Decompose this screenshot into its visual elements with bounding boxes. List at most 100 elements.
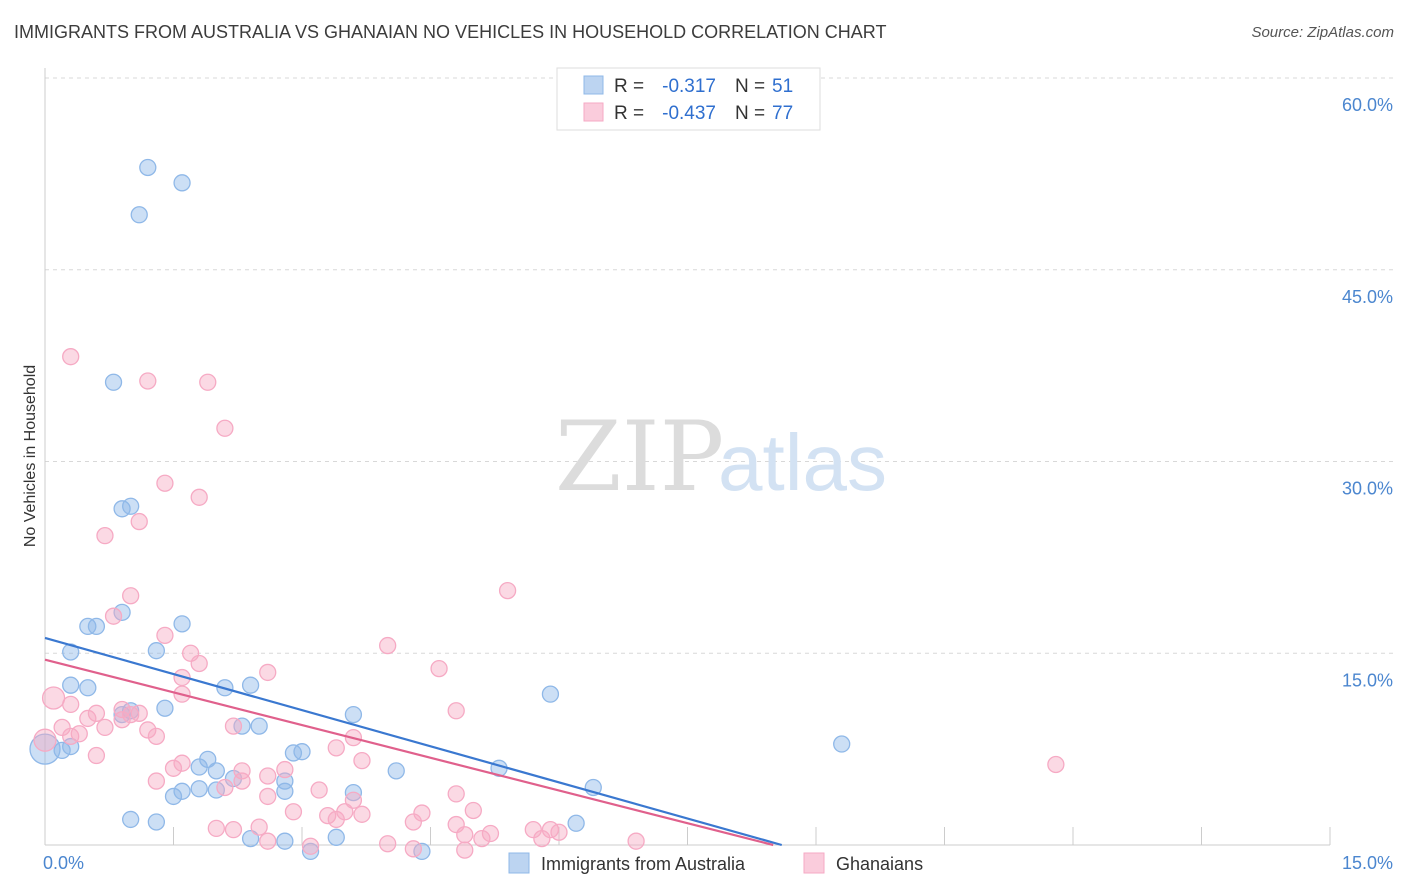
australia-point bbox=[541, 685, 560, 703]
australia-point bbox=[113, 603, 131, 621]
ghanaian-point bbox=[164, 759, 183, 777]
ghanaian-point bbox=[259, 663, 277, 682]
legend-swatch bbox=[583, 102, 604, 122]
legend-r-value: -0.317 bbox=[662, 76, 716, 97]
australia-point bbox=[190, 758, 208, 776]
legend: R = -0.317 N = 51 R = -0.437 N = 77 bbox=[556, 67, 821, 131]
ghanaian-point bbox=[464, 801, 482, 820]
tick-labels: 15.0% 30.0% 45.0% 60.0% 0.0% 15.0% bbox=[43, 95, 1393, 873]
ghanaian-point bbox=[147, 727, 166, 745]
australia-point bbox=[122, 497, 140, 515]
ghanaian-point bbox=[33, 728, 57, 752]
australia-point bbox=[327, 828, 345, 846]
legend-r-value: -0.437 bbox=[662, 103, 716, 124]
ghanaian-point bbox=[447, 785, 465, 803]
y-axis-label: No Vehicles in Household bbox=[22, 365, 39, 547]
ghanaian-point bbox=[190, 488, 208, 506]
y-tick-label: 45.0% bbox=[1342, 287, 1393, 307]
ghanaian-point bbox=[456, 841, 474, 859]
australia-point bbox=[173, 615, 191, 633]
ghanaian-point bbox=[310, 781, 328, 799]
ghanaian-point bbox=[533, 829, 551, 848]
australia-point bbox=[301, 842, 320, 861]
ghanaian-point bbox=[207, 819, 225, 838]
ghanaian-point bbox=[87, 704, 106, 722]
series-legend-swatch bbox=[508, 852, 530, 874]
australia-point bbox=[387, 762, 405, 780]
y-tick-label: 60.0% bbox=[1342, 95, 1393, 115]
australia-point bbox=[293, 743, 311, 761]
ghanaian-point bbox=[1047, 755, 1065, 774]
grid-lines bbox=[45, 77, 1395, 654]
ghanaian-point bbox=[216, 778, 234, 797]
ghanaian-point bbox=[224, 821, 243, 839]
ghanaian-point bbox=[156, 626, 174, 645]
australia-point bbox=[156, 699, 174, 717]
data-points bbox=[29, 158, 1065, 861]
ghanaian-point bbox=[353, 751, 371, 770]
australia-point bbox=[190, 780, 208, 798]
ghanaian-point bbox=[104, 607, 123, 625]
australia-point bbox=[173, 782, 191, 800]
ghanaian-point bbox=[233, 772, 251, 790]
trend-lines bbox=[44, 636, 783, 847]
australia-point bbox=[62, 643, 80, 661]
ghanaian-point bbox=[79, 709, 97, 728]
ghanaian-point bbox=[62, 695, 80, 714]
australia-point bbox=[79, 679, 97, 697]
ghanaian-point bbox=[122, 587, 140, 605]
australia-point bbox=[241, 676, 260, 694]
australia-point bbox=[207, 762, 225, 780]
australia-point bbox=[29, 733, 61, 765]
x-tick-label: 0.0% bbox=[43, 853, 84, 873]
ghanaian-point bbox=[430, 659, 448, 678]
x-tick-label: 15.0% bbox=[1342, 853, 1393, 873]
chart-title: IMMIGRANTS FROM AUSTRALIA VS GHANAIAN NO… bbox=[14, 22, 887, 42]
y-tick-label: 30.0% bbox=[1342, 479, 1393, 499]
ghanaian-point bbox=[173, 754, 191, 772]
australia-point bbox=[147, 813, 166, 831]
axes bbox=[44, 68, 1331, 846]
australia-point bbox=[567, 814, 585, 832]
ghanaian-point bbox=[62, 348, 80, 366]
legend-n-label: N = bbox=[735, 103, 765, 124]
ghanaian-point bbox=[156, 474, 174, 492]
ghanaian-point bbox=[62, 727, 80, 745]
ghanaian-point bbox=[498, 581, 517, 600]
series-legend-label: Ghanaians bbox=[836, 854, 923, 874]
australia-trend-line bbox=[44, 636, 783, 847]
ghanaian-point bbox=[353, 805, 371, 823]
ghanaian-point bbox=[122, 705, 140, 724]
australia-point bbox=[344, 705, 363, 724]
ghanaian-point bbox=[41, 686, 66, 710]
australia-point bbox=[104, 373, 123, 391]
y-tick-label: 15.0% bbox=[1342, 670, 1393, 690]
australia-point bbox=[284, 744, 303, 762]
ghanaian-point bbox=[456, 826, 474, 844]
ghanaian-point bbox=[96, 526, 114, 545]
ghanaian-point bbox=[276, 760, 294, 779]
legend-r-label: R = bbox=[614, 76, 644, 97]
ghanaian-point bbox=[139, 372, 157, 390]
australia-point bbox=[250, 717, 268, 735]
australia-point bbox=[241, 829, 260, 848]
australia-point bbox=[62, 676, 80, 694]
australia-point bbox=[79, 617, 97, 636]
ghanaian-point bbox=[130, 704, 148, 722]
legend-n-value: 77 bbox=[772, 103, 793, 124]
ghanaian-point bbox=[139, 721, 157, 739]
ghanaian-point bbox=[147, 772, 166, 790]
australia-point bbox=[122, 810, 140, 829]
legend-n-value: 51 bbox=[772, 76, 793, 97]
ghanaian-point bbox=[319, 806, 337, 825]
ghanaian-point bbox=[327, 810, 345, 829]
ghanaian-trend-line bbox=[44, 658, 774, 847]
ghanaian-point bbox=[259, 787, 277, 806]
series-legend: Immigrants from Australia Ghanaians bbox=[508, 852, 923, 874]
ghanaian-point bbox=[447, 702, 465, 720]
ghanaian-point bbox=[224, 717, 243, 735]
ghanaian-point bbox=[481, 824, 500, 843]
ghanaian-point bbox=[250, 818, 268, 836]
australia-point bbox=[276, 782, 294, 800]
